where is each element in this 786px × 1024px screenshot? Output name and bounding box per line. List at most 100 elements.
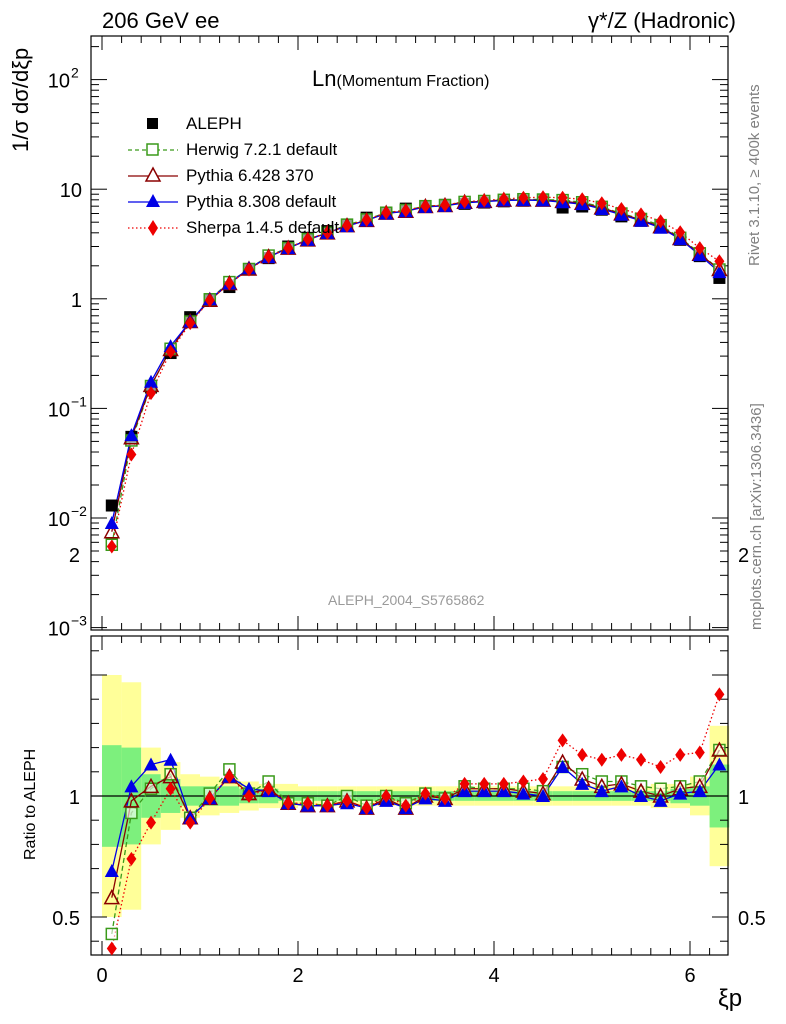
x-tick-label: 6 <box>684 965 695 987</box>
ratio-point-series-4 <box>224 769 235 784</box>
ratio-point-series-4 <box>636 752 646 767</box>
ratio-y-tick-label-right: 1 <box>738 787 749 809</box>
y-tick-label: 1 <box>71 290 82 312</box>
ratio-point-series-3 <box>634 789 648 802</box>
ratio-point-series-1 <box>105 927 119 941</box>
pythia8-marker-icon <box>146 194 160 207</box>
data-point-series-3 <box>104 516 119 530</box>
data-point-series-4 <box>165 344 176 359</box>
data-point-series-4 <box>538 190 548 205</box>
ratio-point-series-4 <box>302 796 313 811</box>
data-point-series-4 <box>479 193 490 208</box>
ratio-point-series-3 <box>144 757 158 771</box>
ratio-point-series-4 <box>185 815 196 830</box>
data-point-series-4 <box>459 194 470 209</box>
x-tick-label: 4 <box>488 965 499 987</box>
y-tick-label-exponent: −2 <box>71 503 87 519</box>
ratio-point-series-3 <box>653 793 668 807</box>
data-point-series-4 <box>342 218 352 233</box>
data-point-series-4 <box>263 249 274 264</box>
ratio-point-series-4 <box>263 781 274 796</box>
ratio-point-series-4 <box>106 941 117 956</box>
ratio-point-series-3 <box>614 779 629 793</box>
ratio-y-tick-label: 1 <box>69 787 80 809</box>
data-point-series-0 <box>105 499 118 512</box>
ratio-y-tick-label-right: 2 <box>738 545 749 567</box>
y-tick-label-exponent: −1 <box>71 393 87 409</box>
data-point-series-4 <box>400 203 411 218</box>
legend-label: Herwig 7.2.1 default <box>186 140 338 159</box>
sherpa-marker-icon <box>148 220 158 236</box>
data-point-series-2 <box>103 523 121 539</box>
data-point-series-4 <box>420 199 431 214</box>
ratio-point-series-3 <box>104 864 119 878</box>
ratio-y-tick-label: 2 <box>69 545 80 567</box>
ratio-point-series-4 <box>538 772 548 787</box>
ratio-point-series-1 <box>125 806 138 820</box>
y-axis-label: 1/σ dσ/dξp <box>8 47 33 152</box>
y-tick-label: 10 <box>60 180 82 202</box>
data-point-series-4 <box>596 196 607 211</box>
data-point-series-4 <box>146 386 156 401</box>
data-point-series-4 <box>361 212 372 227</box>
ratio-point-series-4 <box>557 733 568 748</box>
data-point-series-4 <box>244 262 254 277</box>
ratio-y-tick-label: 0.5 <box>52 908 80 930</box>
ratio-y-tick-label-right: 0.5 <box>738 908 766 930</box>
ratio-point-series-3 <box>673 786 688 800</box>
series-line-4 <box>111 196 720 547</box>
legend-label: Pythia 8.308 default <box>186 192 337 211</box>
data-point-series-4 <box>381 205 392 220</box>
ratio-axis-label: Ratio to ALEPH <box>22 748 39 860</box>
series-line-3 <box>111 199 720 524</box>
ratio-point-series-4 <box>577 747 588 762</box>
ratio-point-series-2 <box>103 889 121 905</box>
ratio-point-series-4 <box>714 687 725 702</box>
data-point-series-3 <box>144 374 158 388</box>
data-point-series-4 <box>322 225 333 240</box>
ratio-point-series-4 <box>342 793 352 808</box>
ratio-point-series-4 <box>479 776 490 791</box>
mcplots-info: mcplots.cern.ch [arXiv:1306.3436] <box>748 403 765 630</box>
energy-label: 206 GeV ee <box>102 8 220 33</box>
ratio-point-series-2 <box>123 792 140 808</box>
data-point-series-4 <box>283 241 294 256</box>
ratio-point-series-4 <box>381 789 392 803</box>
series-line-1 <box>111 198 720 545</box>
data-point-series-4 <box>106 539 117 554</box>
ratio-point-series-2 <box>711 741 728 757</box>
x-tick-label: 2 <box>292 965 303 987</box>
ratio-point-series-3 <box>692 784 707 798</box>
ratio-point-series-4 <box>459 776 470 791</box>
ratio-point-series-3 <box>242 781 256 795</box>
x-axis-label: ξp <box>718 985 743 1012</box>
ratio-point-series-3 <box>594 784 609 798</box>
main-plot-frame <box>90 35 729 631</box>
y-tick-label-exponent: −3 <box>71 613 87 629</box>
data-point-series-4 <box>675 225 686 240</box>
ratio-point-series-4 <box>165 781 176 796</box>
y-tick-label: 10 <box>48 71 70 93</box>
data-point-series-3 <box>712 265 727 279</box>
y-tick-label-exponent: 2 <box>71 65 79 81</box>
ratio-point-series-4 <box>498 776 509 791</box>
legend-label: Sherpa 1.4.5 default <box>186 218 340 237</box>
data-point-series-4 <box>518 190 529 205</box>
ratio-point-series-4 <box>596 752 607 767</box>
ratio-point-series-4 <box>420 786 431 801</box>
pythia6-marker-icon <box>144 166 162 182</box>
data-point-series-4 <box>302 232 313 247</box>
herwig-marker-icon <box>146 143 159 156</box>
legend-label: ALEPH <box>186 114 242 133</box>
ratio-point-series-3 <box>124 779 139 793</box>
ratio-point-series-3 <box>163 752 178 766</box>
data-point-series-4 <box>224 276 235 291</box>
ratio-point-series-2 <box>142 777 160 794</box>
data-point-series-4 <box>557 190 568 205</box>
ratio-point-series-3 <box>712 757 727 771</box>
x-tick-label: 0 <box>96 965 107 987</box>
ratio-point-series-4 <box>361 801 372 816</box>
ratio-point-series-3 <box>575 776 590 790</box>
ratio-point-series-4 <box>655 759 666 774</box>
